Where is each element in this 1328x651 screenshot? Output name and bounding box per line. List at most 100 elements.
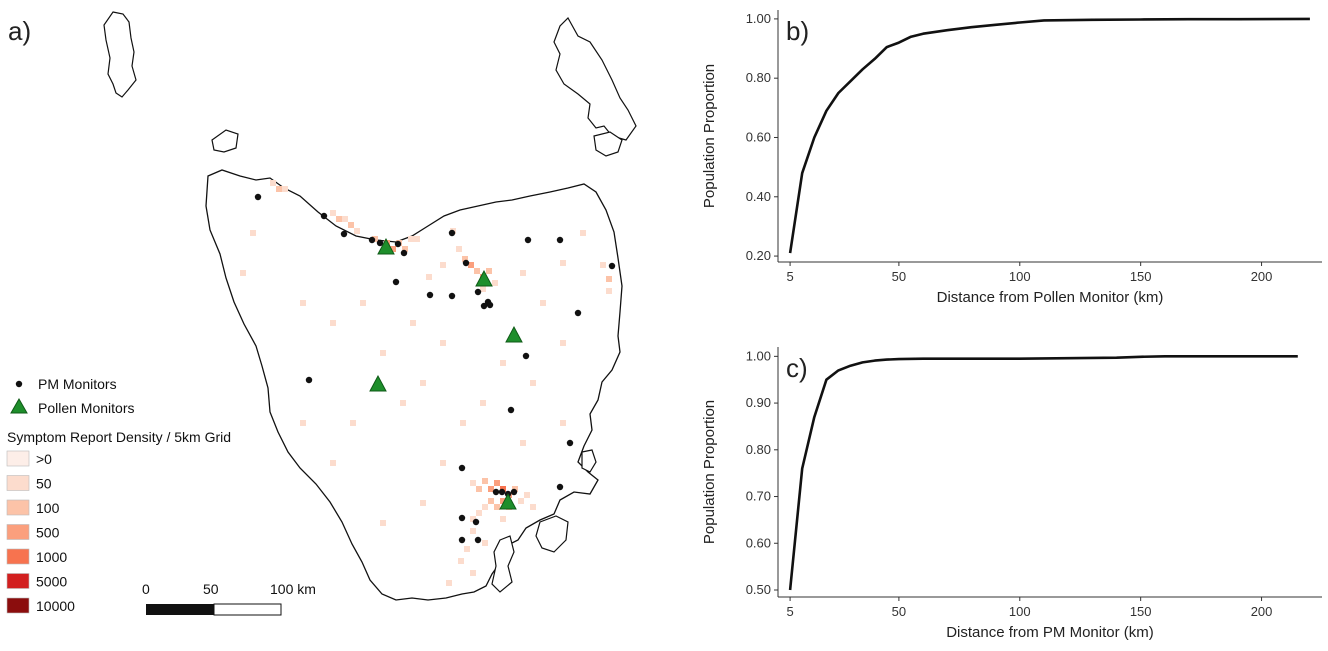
density-grid (240, 180, 612, 586)
pm-monitor-marker (566, 439, 574, 447)
panel-label-c: c) (786, 353, 808, 383)
bruny-island-outline (491, 535, 515, 593)
density-cell (494, 504, 500, 510)
density-cell (282, 186, 288, 192)
scale-label-50: 50 (203, 581, 219, 597)
scale-bar-black (146, 604, 214, 615)
density-label-4: 1000 (36, 549, 67, 565)
y-tick-label: 0.20 (746, 248, 771, 263)
chart-b-pollen-distance: 0.20 0.40 0.60 0.80 1.00 5 50 100 150 200 Distance… (701, 10, 1322, 306)
density-cell (464, 546, 470, 552)
x-axis-title: Distance from Pollen Monitor (km) (937, 289, 1164, 306)
pollen-monitor-marker (369, 374, 387, 392)
pm-monitor-marker (376, 239, 384, 247)
density-cell (414, 236, 420, 242)
pm-monitor-marker (608, 262, 616, 270)
y-tick-label: 0.40 (746, 189, 771, 204)
pm-monitor-marker (474, 288, 482, 296)
density-cell (488, 486, 494, 492)
pm-monitor-marker (448, 292, 456, 300)
pm-monitor-marker (400, 249, 408, 257)
density-cell (354, 228, 360, 234)
pollen-monitor-marker (475, 269, 493, 287)
density-cell (468, 262, 474, 268)
density-cell (488, 498, 494, 504)
density-cell (606, 288, 612, 294)
density-cell (360, 300, 366, 306)
density-cell (440, 262, 446, 268)
pm-monitor-marker (305, 376, 313, 384)
y-tick-label: 0.60 (746, 535, 771, 550)
pm-monitor-marker (480, 302, 488, 310)
density-cell (520, 270, 526, 276)
pm-monitor-marker (368, 236, 376, 244)
panel-label-b: b) (786, 16, 809, 46)
density-cell (458, 558, 464, 564)
density-cell (330, 460, 336, 466)
pm-monitor-marker (472, 518, 480, 526)
density-swatch-4 (6, 548, 30, 565)
scale-bar: 0 50 100 km (142, 581, 316, 616)
tasmania-main-outline (205, 169, 623, 601)
density-cell (380, 350, 386, 356)
pm-monitor-marker (458, 464, 466, 472)
density-cell (380, 520, 386, 526)
density-cell (482, 504, 488, 510)
density-cell (494, 480, 500, 486)
flinders-island-outline (553, 17, 637, 141)
density-legend-items: >0 50 100 500 1000 5000 10000 (6, 450, 75, 614)
x-tick-label: 5 (786, 269, 793, 284)
pm-monitor-marker (340, 230, 348, 238)
pollen-monitor-marker (377, 237, 395, 255)
x-tick-label: 100 (1009, 269, 1031, 284)
density-cell (476, 510, 482, 516)
pm-monitor-marker (320, 212, 328, 220)
density-cell (240, 270, 246, 276)
pollen-legend-icon (10, 397, 28, 414)
pm-monitor-marker (448, 229, 456, 237)
chart-c-pm-distance: 0.50 0.60 0.70 0.80 0.90 1.00 5 50 100 150 200 Dist… (701, 347, 1322, 641)
y-axis-title: Population Proportion (701, 64, 718, 208)
x-tick-label: 50 (892, 604, 906, 619)
scale-label-0: 0 (142, 581, 150, 597)
density-cell (408, 236, 414, 242)
tasman-peninsula-outline (535, 515, 569, 553)
king-island-outline (103, 11, 137, 98)
y-tick-label: 1.00 (746, 348, 771, 363)
density-cell (606, 276, 612, 282)
density-cell (520, 440, 526, 446)
density-label-0: >0 (36, 451, 52, 467)
y-tick-label: 0.80 (746, 70, 771, 85)
density-swatch-6 (6, 597, 30, 614)
density-cell (470, 570, 476, 576)
density-cell (470, 528, 476, 534)
pm-monitor-markers (254, 193, 616, 544)
pm-monitor-marker (486, 301, 494, 309)
density-cell (390, 246, 396, 252)
y-axis-title: Population Proportion (701, 400, 718, 544)
x-tick-label: 150 (1130, 604, 1152, 619)
density-cell (420, 500, 426, 506)
density-cell (446, 580, 452, 586)
density-cell (482, 478, 488, 484)
density-label-6: 10000 (36, 598, 75, 614)
density-cell (440, 460, 446, 466)
density-cell (426, 274, 432, 280)
density-cell (480, 400, 486, 406)
density-cell (500, 498, 506, 504)
pm-monitor-marker (524, 236, 532, 244)
pm-legend-icon (15, 380, 23, 388)
panel-label-a: a) (8, 16, 31, 46)
density-cell (482, 540, 488, 546)
pm-monitor-marker (556, 483, 564, 491)
density-cell (462, 256, 468, 262)
pm-monitor-marker (507, 406, 515, 414)
density-cell (480, 286, 486, 292)
x-axis-title: Distance from PM Monitor (km) (946, 624, 1154, 641)
x-tick-label: 200 (1251, 604, 1273, 619)
pm-monitor-marker (392, 278, 400, 286)
density-cell (300, 420, 306, 426)
tasmania-map: a) PM Monitors Pollen Monitors Symptom R… (6, 11, 637, 616)
density-label-1: 50 (36, 476, 52, 492)
density-cell (270, 180, 276, 186)
